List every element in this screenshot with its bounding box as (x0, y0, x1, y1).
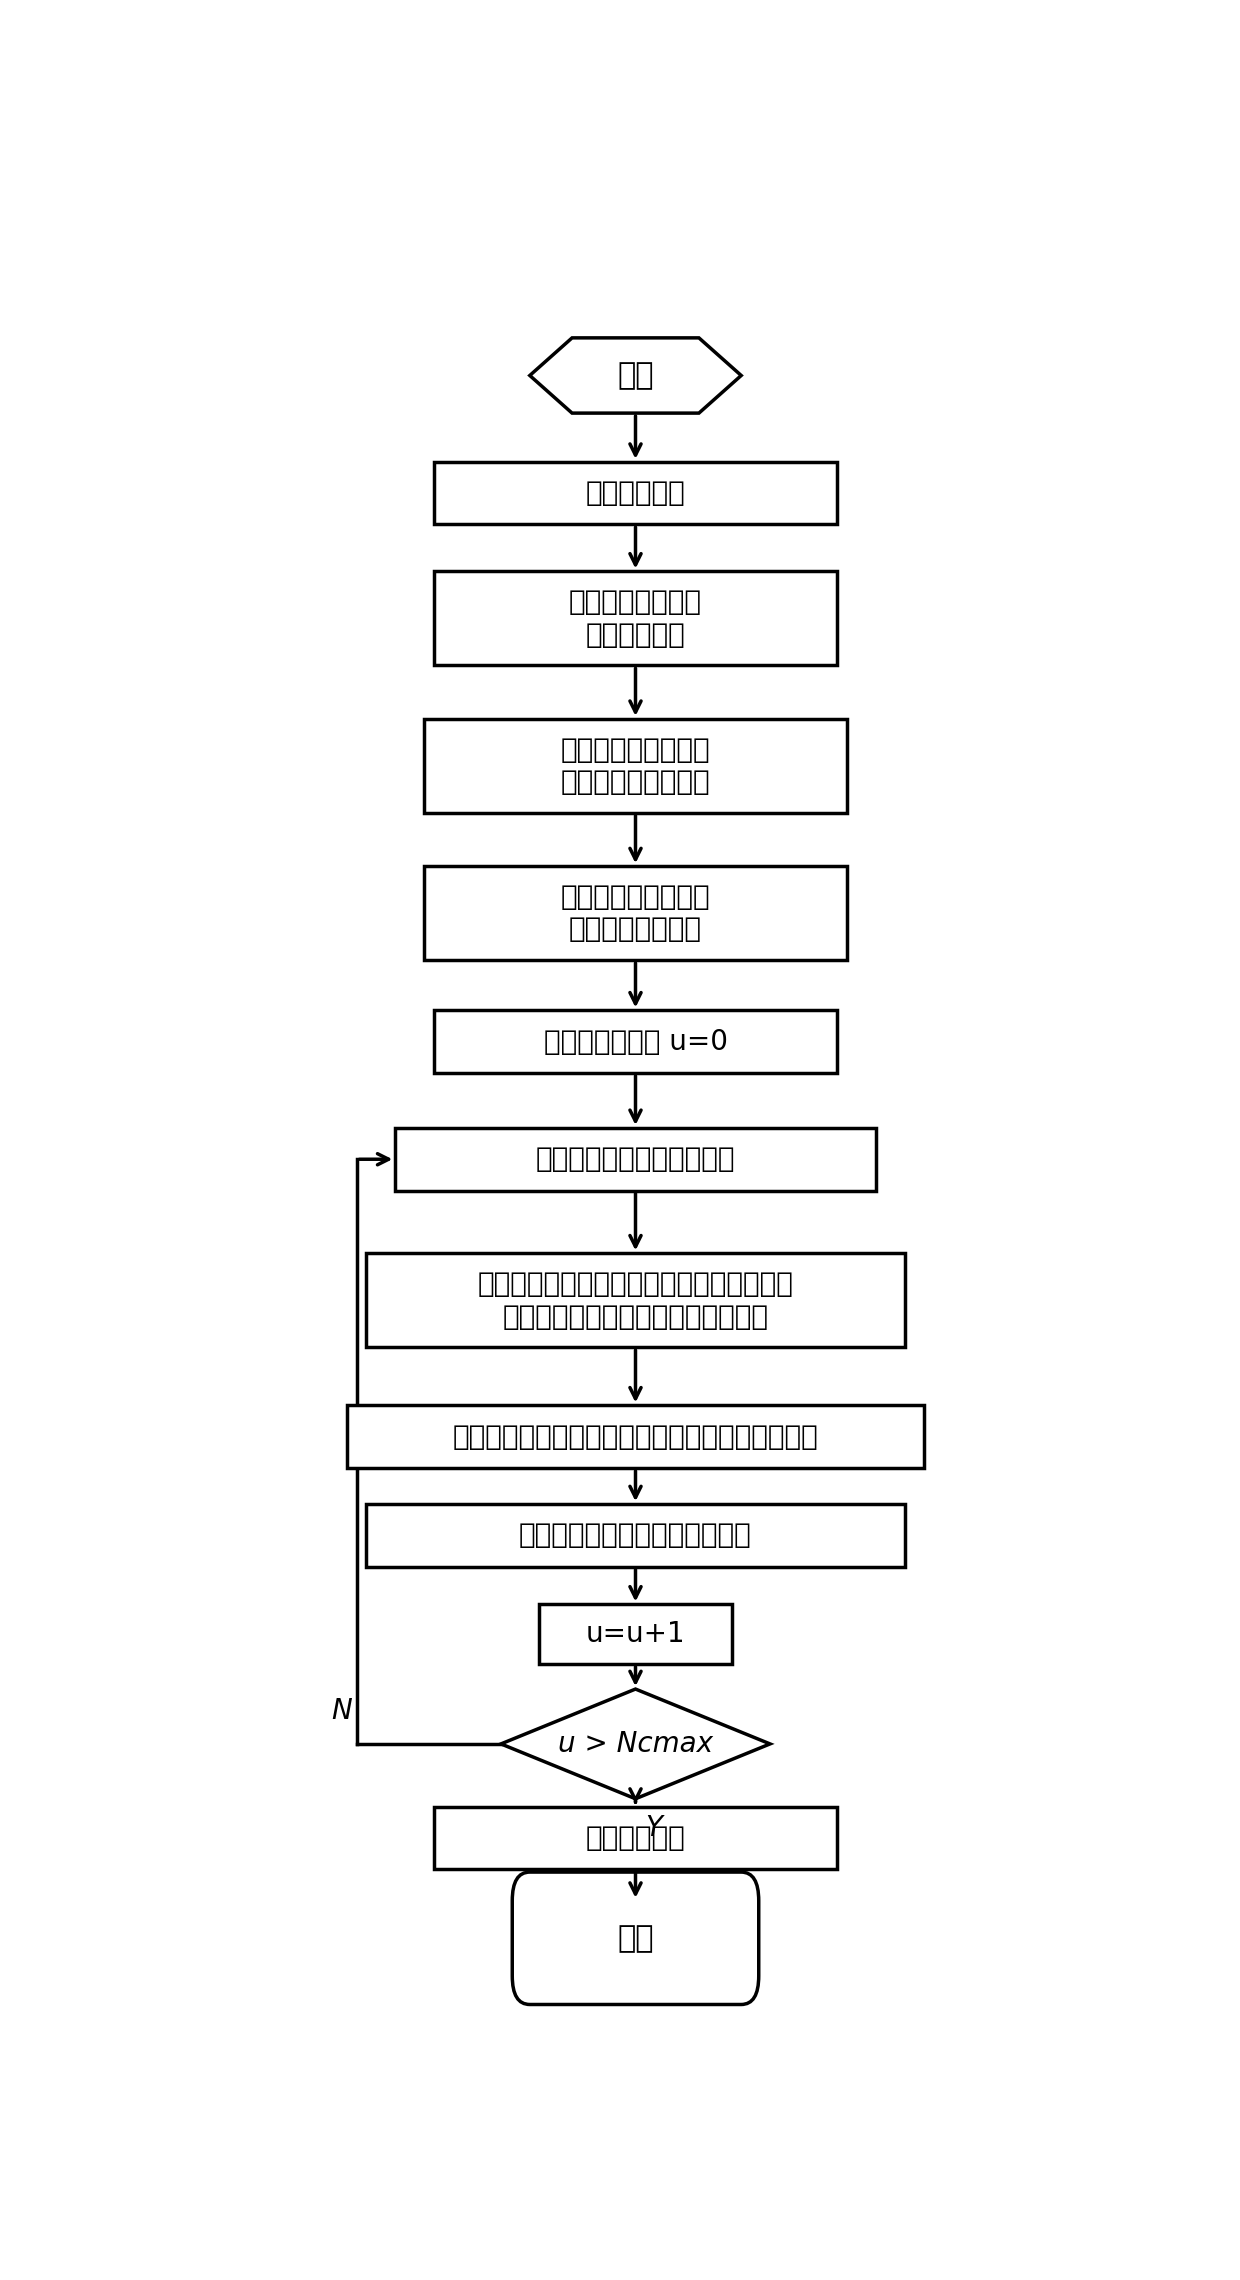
Text: 将所有蚂蚁放到起始点位置: 将所有蚂蚁放到起始点位置 (536, 1145, 735, 1174)
Text: 航路环境建模: 航路环境建模 (585, 479, 686, 506)
Bar (367, 1254, 905, 1347)
Bar (434, 572, 837, 666)
Bar (539, 1605, 732, 1664)
Bar (434, 1806, 837, 1870)
Bar (347, 1404, 924, 1468)
Bar (424, 866, 847, 960)
Text: 设置航路代价函数并
计算初始混沌路径值: 设置航路代价函数并 计算初始混沌路径值 (560, 736, 711, 796)
Bar (434, 461, 837, 524)
Polygon shape (529, 337, 742, 413)
Text: 开始: 开始 (618, 360, 653, 390)
Bar (396, 1129, 875, 1190)
Text: 算法初始化，得到
初始混沌路径: 算法初始化，得到 初始混沌路径 (569, 588, 702, 648)
Polygon shape (501, 1689, 770, 1799)
Text: 以当前迭代次数下的最优解为基础，引入混沌映射: 以当前迭代次数下的最优解为基础，引入混沌映射 (453, 1423, 818, 1450)
Bar (367, 1505, 905, 1566)
Text: N: N (331, 1696, 352, 1726)
Text: 结束: 结束 (618, 1924, 653, 1952)
Bar (434, 1010, 837, 1074)
FancyBboxPatch shape (512, 1872, 759, 2004)
Text: Y: Y (645, 1815, 662, 1842)
Text: u=u+1: u=u+1 (585, 1621, 686, 1648)
Text: 初始化迭代次数 u=0: 初始化迭代次数 u=0 (543, 1028, 728, 1056)
Text: u > Ncmax: u > Ncmax (558, 1731, 713, 1758)
Text: 输出最优路径: 输出最优路径 (585, 1824, 686, 1851)
Text: 状态转移公式选择下一节点，直至到达目标
点，与当前迭代最优路径相比并更新: 状态转移公式选择下一节点，直至到达目标 点，与当前迭代最优路径相比并更新 (477, 1270, 794, 1332)
Text: 将代价值较低解的路
径产生初始信息素: 将代价值较低解的路 径产生初始信息素 (560, 882, 711, 944)
Bar (424, 718, 847, 814)
Text: 引入混沌扰动的信息素更新策略: 引入混沌扰动的信息素更新策略 (520, 1521, 751, 1550)
